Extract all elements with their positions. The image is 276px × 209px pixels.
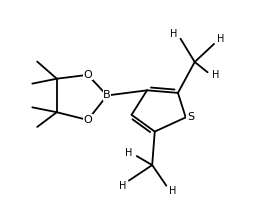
Text: H: H <box>169 186 176 196</box>
Text: H: H <box>212 70 219 80</box>
Text: H: H <box>119 181 126 191</box>
Text: H: H <box>217 34 224 44</box>
Text: B: B <box>103 90 111 101</box>
Text: O: O <box>83 115 92 125</box>
Text: O: O <box>83 70 92 80</box>
Text: H: H <box>170 29 178 39</box>
Text: H: H <box>125 148 133 158</box>
Text: S: S <box>187 112 194 122</box>
